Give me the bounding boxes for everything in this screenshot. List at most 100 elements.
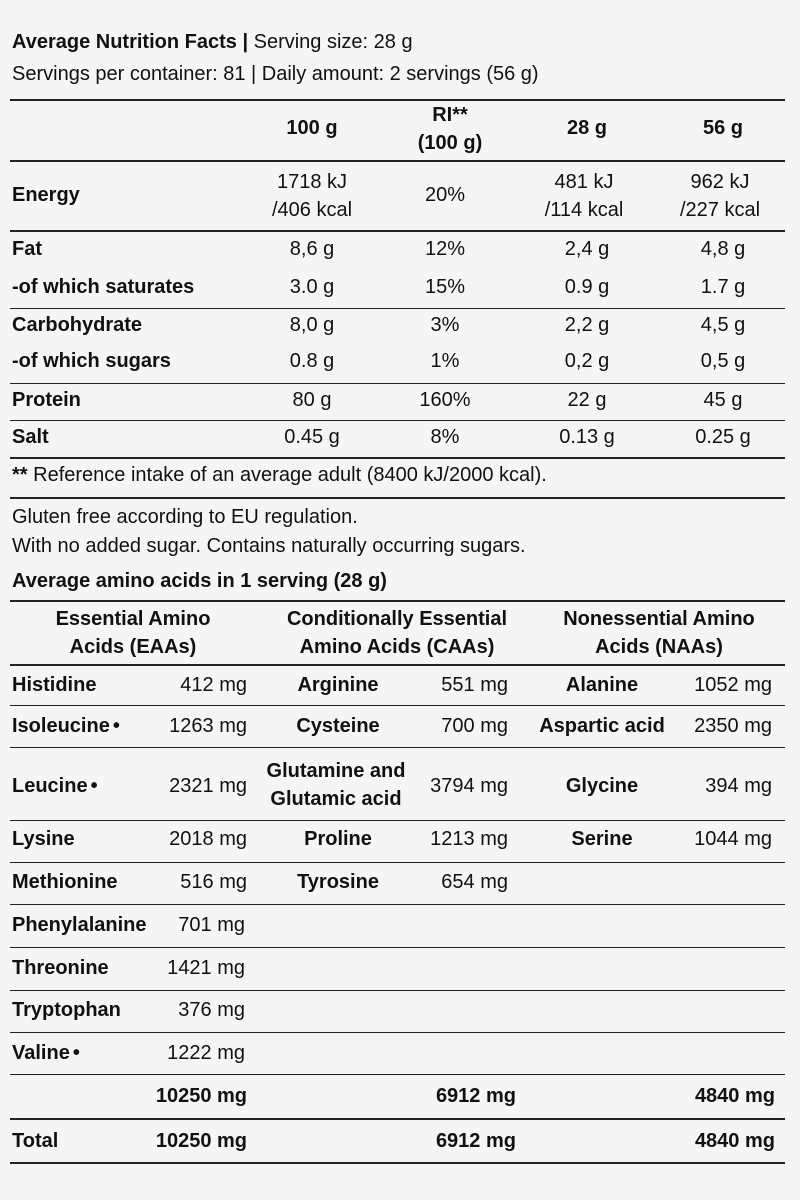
naa-value: 2350 mg bbox=[694, 715, 772, 737]
divider bbox=[10, 99, 785, 101]
col-header-100g: 100 g bbox=[286, 117, 338, 139]
divider bbox=[10, 420, 785, 421]
eaa-name: Threonine bbox=[12, 957, 109, 979]
caa-value: 1213 mg bbox=[430, 828, 508, 850]
eaa-name-bcaa: Valine bbox=[12, 1042, 80, 1065]
eaa-header-line2: Acids (EAAs) bbox=[69, 636, 197, 658]
nutrient-per100: 3.0 g bbox=[289, 276, 335, 298]
header-title-line: Average Nutrition Facts | Serving size: … bbox=[12, 31, 413, 54]
divider bbox=[10, 1074, 785, 1075]
divider bbox=[10, 664, 785, 666]
caa-value: 654 mg bbox=[441, 871, 508, 893]
nutrient-ri: 3% bbox=[430, 314, 460, 336]
caa-header-line2: Amino Acids (CAAs) bbox=[299, 636, 495, 658]
divider bbox=[10, 1162, 785, 1164]
nutrient-label: Carbohydrate bbox=[12, 314, 143, 336]
energy-per100-kcal: /406 kcal bbox=[271, 199, 353, 221]
caa-name: Tyrosine bbox=[297, 871, 379, 893]
nutrient-per56: 45 g bbox=[703, 389, 743, 411]
nutrient-per56: 4,8 g bbox=[700, 238, 746, 260]
nutrient-label: Protein bbox=[12, 389, 81, 411]
nutrient-per56: 1.7 g bbox=[700, 276, 746, 298]
col-header-56g: 56 g bbox=[702, 117, 744, 139]
divider bbox=[10, 600, 785, 602]
divider bbox=[10, 230, 785, 232]
caa-header-line1: Conditionally Essential bbox=[286, 608, 508, 630]
divider bbox=[10, 747, 785, 748]
servings-line: Servings per container: 81 | Daily amoun… bbox=[12, 63, 539, 85]
divider bbox=[10, 904, 785, 905]
caa-total: 6912 mg bbox=[435, 1130, 516, 1152]
eaa-subtotal: 10250 mg bbox=[155, 1085, 247, 1107]
nutrient-per28: 2,2 g bbox=[564, 314, 610, 336]
naa-name: Serine bbox=[571, 828, 633, 850]
nutrient-per28: 22 g bbox=[567, 389, 607, 411]
eaa-name: Tryptophan bbox=[12, 999, 121, 1021]
naa-name: Glycine bbox=[565, 775, 639, 797]
nutrient-per56: 4,5 g bbox=[700, 314, 746, 336]
nutrient-per28: 0.13 g bbox=[559, 426, 615, 448]
divider bbox=[10, 308, 785, 309]
energy-per28-kcal: /114 kcal bbox=[544, 199, 624, 221]
nutrient-label: -of which sugars bbox=[12, 350, 171, 372]
divider bbox=[10, 705, 785, 706]
eaa-name-bcaa: Isoleucine bbox=[12, 715, 120, 738]
nutrient-label: Salt bbox=[12, 426, 49, 448]
divider bbox=[10, 862, 785, 863]
caa-header: Conditionally Essential Amino Acids (CAA… bbox=[287, 605, 507, 661]
eaa-name-bcaa: Leucine bbox=[12, 775, 98, 798]
energy-label: Energy bbox=[12, 184, 80, 206]
divider bbox=[10, 160, 785, 162]
energy-per56-kj: 962 kJ bbox=[690, 171, 750, 193]
naa-value: 1044 mg bbox=[694, 828, 772, 850]
nutrient-per28: 2,4 g bbox=[564, 238, 610, 260]
energy-per100: 1718 kJ /406 kcal bbox=[272, 168, 352, 224]
naa-name: Aspartic acid bbox=[539, 715, 665, 737]
eaa-value: 376 mg bbox=[178, 999, 245, 1021]
caa-name: Proline bbox=[304, 828, 372, 850]
nutrient-per56: 0,5 g bbox=[700, 350, 746, 372]
eaa-value: 1421 mg bbox=[167, 957, 245, 979]
gluten-note: Gluten free according to EU regulation. bbox=[12, 506, 358, 528]
title-separator: | bbox=[242, 31, 249, 53]
eaa-name: Methionine bbox=[12, 871, 118, 893]
eaa-value: 1222 mg bbox=[167, 1042, 245, 1064]
caa-value: 551 mg bbox=[441, 674, 508, 696]
naa-subtotal: 4840 mg bbox=[694, 1085, 775, 1107]
divider bbox=[10, 383, 785, 384]
energy-per56: 962 kJ /227 kcal bbox=[680, 168, 760, 224]
eaa-total: 10250 mg bbox=[155, 1130, 247, 1152]
energy-per100-kj: 1718 kJ bbox=[276, 171, 348, 193]
col-header-28g: 28 g bbox=[566, 117, 608, 139]
eaa-value: 1263 mg bbox=[169, 715, 247, 737]
col-header-ri: RI** (100 g) bbox=[418, 101, 482, 157]
caa-name: Cysteine bbox=[296, 715, 380, 737]
col-header-ri-line2: (100 g) bbox=[417, 132, 483, 154]
eaa-name: Phenylalanine bbox=[12, 914, 147, 936]
nutrient-per100: 80 g bbox=[292, 389, 332, 411]
eaa-value: 2018 mg bbox=[169, 828, 247, 850]
nutrient-per28: 0,2 g bbox=[564, 350, 610, 372]
eaa-value: 412 mg bbox=[180, 674, 247, 696]
naa-name: Alanine bbox=[565, 674, 639, 696]
serving-size: Serving size: 28 g bbox=[253, 31, 413, 53]
caa-subtotal: 6912 mg bbox=[435, 1085, 516, 1107]
nutrient-ri: 1% bbox=[430, 350, 460, 372]
divider bbox=[10, 497, 785, 499]
caa-name-line2: Glutamic acid bbox=[270, 788, 402, 810]
caa-value: 3794 mg bbox=[430, 775, 508, 797]
nutrient-ri: 12% bbox=[424, 238, 466, 260]
naa-header-line2: Acids (NAAs) bbox=[595, 636, 723, 658]
nutrient-per100: 8,6 g bbox=[289, 238, 335, 260]
nutrient-per56: 0.25 g bbox=[695, 426, 751, 448]
divider bbox=[10, 820, 785, 821]
naa-total: 4840 mg bbox=[694, 1130, 775, 1152]
naa-header-line1: Nonessential Amino bbox=[563, 608, 755, 630]
nutrient-ri: 160% bbox=[419, 389, 471, 411]
col-header-ri-line1: RI** bbox=[432, 104, 468, 126]
energy-ri: 20% bbox=[424, 184, 466, 206]
footnote-text: Reference intake of an average adult (84… bbox=[33, 464, 547, 486]
naa-value: 394 mg bbox=[705, 775, 772, 797]
nutrient-per28: 0.9 g bbox=[564, 276, 610, 298]
caa-name-multiline: Glutamine and Glutamic acid bbox=[267, 757, 406, 813]
